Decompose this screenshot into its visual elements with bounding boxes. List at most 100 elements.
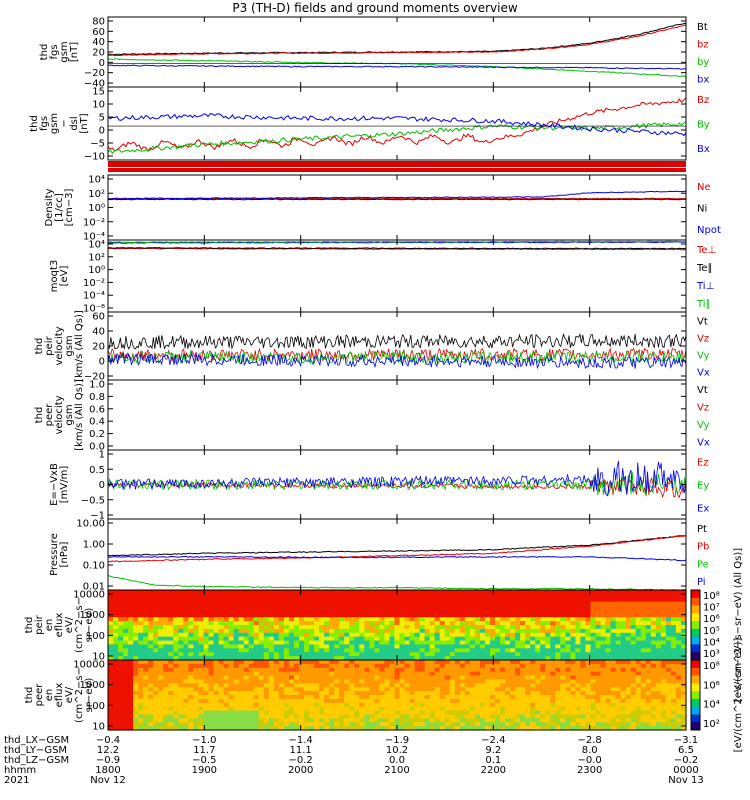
colorbar-cell [691,644,700,653]
colorbar-tick: 10⁸ [703,591,720,602]
colorbar-tick: 10⁴ [703,700,720,711]
y-axis-label: fgs [39,116,50,131]
y-axis-label: eV/ [64,686,75,703]
colorbar-cell [691,597,700,607]
y-tick-label: 0.4 [89,417,105,428]
legend-bx: bx [697,74,709,85]
colorbar-frame [690,659,701,731]
legend-Vx: Vx [697,437,710,448]
orbit-value: Nov 12 [90,775,125,786]
colorbar-cell [691,706,700,715]
legend-Vt: Vt [697,385,708,396]
orbit-value: 2200 [481,765,506,776]
legend-Vz: Vz [697,402,709,413]
y-axis-label: (cm^2−s− [74,597,85,653]
y-tick-label: 60 [92,27,105,38]
y-axis-label: thd [29,115,40,132]
y-tick-label: 0 [99,357,105,368]
colorbar-tick: 10³ [703,649,720,660]
y-tick-label: 20 [92,342,105,353]
orbit-value: 11.1 [290,745,312,756]
orbit-value: 11.7 [193,745,215,756]
series-press-Pb [107,535,687,563]
y-tick-label: 10000 [73,590,105,601]
series-fgs2-Bz [107,97,687,153]
panel-peirspec [107,589,701,661]
colorbar-cell [691,683,700,692]
orbit-label: thd_LZ−GSM [4,755,69,766]
y-tick-label: 10² [88,252,105,263]
legend-Vz: Vz [697,334,709,345]
y-axis-label: velocity [54,395,65,434]
panel-fgs2 [107,86,687,161]
y-axis-label: Pressure [49,533,60,576]
y-tick-label: 10² [88,189,105,200]
y-axis-label: [nPa] [59,541,70,567]
legend-bz: bz [697,39,709,50]
orbit-value: −0.9 [96,755,120,766]
y-tick-label: 5 [99,113,105,124]
panel-peerspec [107,659,701,731]
colorbar-tick: 10⁸ [703,661,720,672]
orbit-value: −3.1 [674,735,698,746]
panel-peer [107,379,687,451]
series-efield-Ez [107,477,687,499]
y-tick-label: 80 [92,17,105,28]
colorbar-cell [691,698,700,708]
series-press-Pt [107,535,687,557]
colorbar-label: [eV/(cm^2−s−sr−eV) (All Qs)] [733,548,744,702]
panel-frame [107,518,687,591]
legend-by: by [697,57,709,68]
y-tick-label: 40 [92,327,105,338]
colorbar-cell [691,660,700,669]
orbit-value: −0.2 [674,755,698,766]
y-tick-label: −10 [84,152,105,163]
panel-press [107,518,687,591]
legend-Bt: Bt [697,22,708,33]
orbit-label: 2021 [4,775,29,786]
legend-Ne: Ne [697,182,711,193]
y-tick-label: 60 [92,312,105,323]
y-axis-label: en [44,689,55,702]
panel-frame [107,174,687,241]
colorbar-cell [691,714,700,723]
y-tick-label: 10⁻⁶ [83,304,105,315]
orbit-value: −2.4 [481,735,505,746]
series-peir-Vy [107,350,687,365]
y-axis-label: eflux [54,613,65,638]
y-axis-label: peir [44,335,55,355]
orbit-value: −0.4 [96,735,120,746]
y-tick-label: 10 [92,100,105,111]
series-fgs-bx [107,64,687,70]
y-tick-label: −20 [84,372,105,383]
panel-frame [107,86,687,161]
legend-Vx: Vx [697,368,710,379]
y-axis-label: gsm [59,41,70,62]
orbit-value: −0.5 [192,755,216,766]
y-axis-label: sr−eV) [84,678,95,713]
y-tick-label: 10⁰ [88,203,105,214]
y-tick-label: 20 [92,48,105,59]
legend-Pe: Pe [697,559,709,570]
y-tick-label: 0 [99,480,105,491]
legend-Ey: Ey [697,481,709,492]
colorbar-cell [691,628,700,638]
y-axis-label: [1/cc] [54,193,65,222]
y-tick-label: 1 [99,450,105,461]
y-tick-label: 10 [92,722,105,733]
y-tick-label: 0.01 [83,582,105,593]
colorbar-cell [691,667,700,677]
orbit-label: hhmm [4,765,36,776]
y-tick-label: 0.8 [89,392,105,403]
orbit-value: 1900 [192,765,217,776]
y-axis-label: peer [44,403,55,427]
y-tick-label: −0.5 [81,495,105,506]
orbit-value: 1800 [95,765,120,776]
y-tick-label: 10.00 [76,519,105,530]
panel-frame [107,239,687,313]
y-tick-label: 100 [86,701,105,712]
legend-Vy: Vy [697,351,710,362]
legend-Pt: Pt [697,524,707,535]
y-axis-label: en [44,619,55,632]
